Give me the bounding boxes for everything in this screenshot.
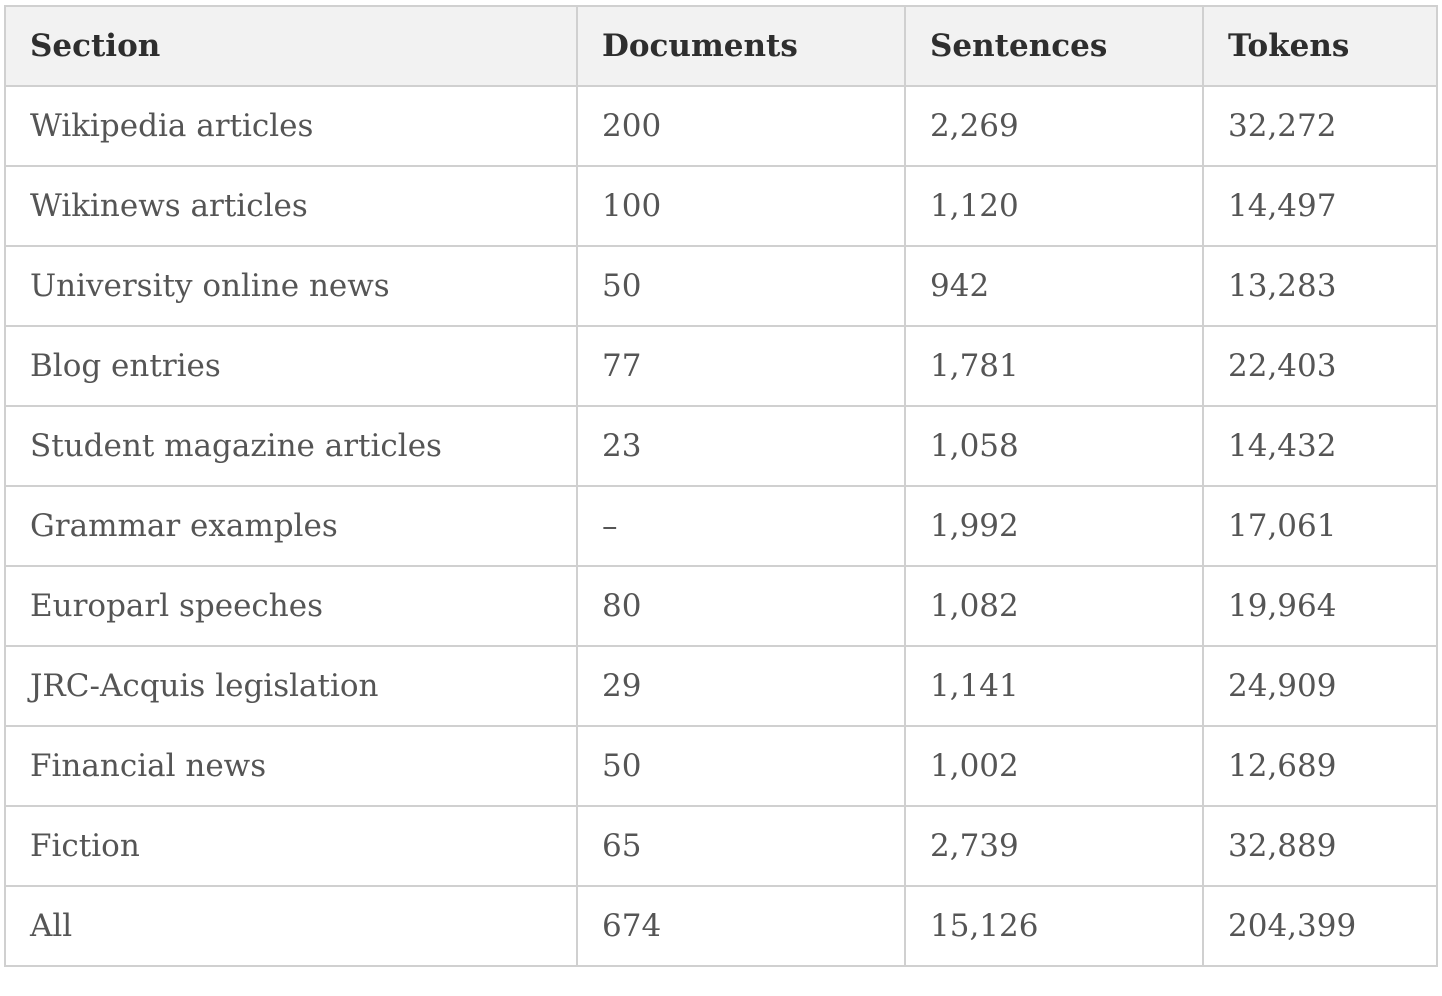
- table-row: JRC-Acquis legislation 29 1,141 24,909: [4, 645, 1438, 727]
- table-header: Section Documents Sentences Tokens: [4, 5, 1438, 87]
- cell-section: Europarl speeches: [4, 565, 578, 647]
- cell-sentences: 1,992: [904, 485, 1204, 567]
- cell-section: Blog entries: [4, 325, 578, 407]
- cell-sentences: 942: [904, 245, 1204, 327]
- table-body: Wikipedia articles 200 2,269 32,272 Wiki…: [4, 85, 1438, 967]
- header-row: Section Documents Sentences Tokens: [4, 5, 1438, 87]
- cell-tokens: 13,283: [1202, 245, 1438, 327]
- table-row: University online news 50 942 13,283: [4, 245, 1438, 327]
- column-header-documents: Documents: [576, 5, 906, 87]
- cell-tokens: 14,497: [1202, 165, 1438, 247]
- cell-tokens: 204,399: [1202, 885, 1438, 967]
- cell-documents: 65: [576, 805, 906, 887]
- cell-section: Grammar examples: [4, 485, 578, 567]
- table-row: Wikipedia articles 200 2,269 32,272: [4, 85, 1438, 167]
- cell-section: University online news: [4, 245, 578, 327]
- cell-sentences: 15,126: [904, 885, 1204, 967]
- column-header-section: Section: [4, 5, 578, 87]
- cell-documents: 100: [576, 165, 906, 247]
- cell-section: Wikipedia articles: [4, 85, 578, 167]
- column-header-tokens: Tokens: [1202, 5, 1438, 87]
- cell-documents: 200: [576, 85, 906, 167]
- cell-section: Fiction: [4, 805, 578, 887]
- cell-sentences: 1,141: [904, 645, 1204, 727]
- cell-documents: 80: [576, 565, 906, 647]
- table-row: Blog entries 77 1,781 22,403: [4, 325, 1438, 407]
- cell-tokens: 22,403: [1202, 325, 1438, 407]
- table-row: Grammar examples – 1,992 17,061: [4, 485, 1438, 567]
- cell-tokens: 32,272: [1202, 85, 1438, 167]
- cell-tokens: 17,061: [1202, 485, 1438, 567]
- cell-sentences: 1,002: [904, 725, 1204, 807]
- cell-tokens: 19,964: [1202, 565, 1438, 647]
- table-row: Europarl speeches 80 1,082 19,964: [4, 565, 1438, 647]
- column-header-sentences: Sentences: [904, 5, 1204, 87]
- cell-section: All: [4, 885, 578, 967]
- cell-sentences: 1,058: [904, 405, 1204, 487]
- cell-documents: 77: [576, 325, 906, 407]
- table-row: Fiction 65 2,739 32,889: [4, 805, 1438, 887]
- cell-section: Wikinews articles: [4, 165, 578, 247]
- cell-tokens: 12,689: [1202, 725, 1438, 807]
- cell-documents: –: [576, 485, 906, 567]
- table-row: Financial news 50 1,002 12,689: [4, 725, 1438, 807]
- cell-sentences: 1,781: [904, 325, 1204, 407]
- corpus-statistics-table: Section Documents Sentences Tokens Wikip…: [4, 5, 1438, 967]
- cell-sentences: 1,120: [904, 165, 1204, 247]
- cell-tokens: 24,909: [1202, 645, 1438, 727]
- cell-documents: 29: [576, 645, 906, 727]
- cell-section: Financial news: [4, 725, 578, 807]
- cell-sentences: 1,082: [904, 565, 1204, 647]
- cell-sentences: 2,269: [904, 85, 1204, 167]
- cell-sentences: 2,739: [904, 805, 1204, 887]
- cell-documents: 23: [576, 405, 906, 487]
- cell-section: JRC-Acquis legislation: [4, 645, 578, 727]
- cell-tokens: 32,889: [1202, 805, 1438, 887]
- table-row: Student magazine articles 23 1,058 14,43…: [4, 405, 1438, 487]
- cell-documents: 674: [576, 885, 906, 967]
- cell-documents: 50: [576, 725, 906, 807]
- table-row-total: All 674 15,126 204,399: [4, 885, 1438, 967]
- cell-section: Student magazine articles: [4, 405, 578, 487]
- cell-tokens: 14,432: [1202, 405, 1438, 487]
- cell-documents: 50: [576, 245, 906, 327]
- corpus-statistics-table-container: Section Documents Sentences Tokens Wikip…: [4, 5, 1438, 967]
- table-row: Wikinews articles 100 1,120 14,497: [4, 165, 1438, 247]
